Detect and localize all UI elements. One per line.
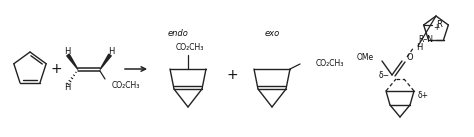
Text: CO₂CH₃: CO₂CH₃ bbox=[316, 59, 345, 68]
Text: endo: endo bbox=[168, 29, 189, 38]
Text: exo: exo bbox=[264, 29, 280, 38]
Polygon shape bbox=[100, 54, 111, 69]
Text: H: H bbox=[416, 42, 422, 52]
Text: H: H bbox=[64, 46, 70, 55]
Text: O: O bbox=[407, 54, 414, 62]
Text: CO₂CH₃: CO₂CH₃ bbox=[176, 42, 204, 52]
Polygon shape bbox=[67, 54, 78, 69]
Text: H: H bbox=[108, 46, 114, 55]
Text: +: + bbox=[50, 62, 62, 76]
Text: R: R bbox=[436, 21, 441, 29]
Text: +: + bbox=[433, 22, 439, 32]
Text: CO₂CH₃: CO₂CH₃ bbox=[112, 81, 140, 89]
Text: δ−: δ− bbox=[379, 71, 390, 79]
Text: +: + bbox=[226, 68, 238, 82]
Text: δ+: δ+ bbox=[418, 91, 429, 99]
Text: H: H bbox=[64, 83, 70, 92]
Text: OMe: OMe bbox=[357, 52, 374, 62]
Text: R–N: R–N bbox=[419, 35, 434, 44]
